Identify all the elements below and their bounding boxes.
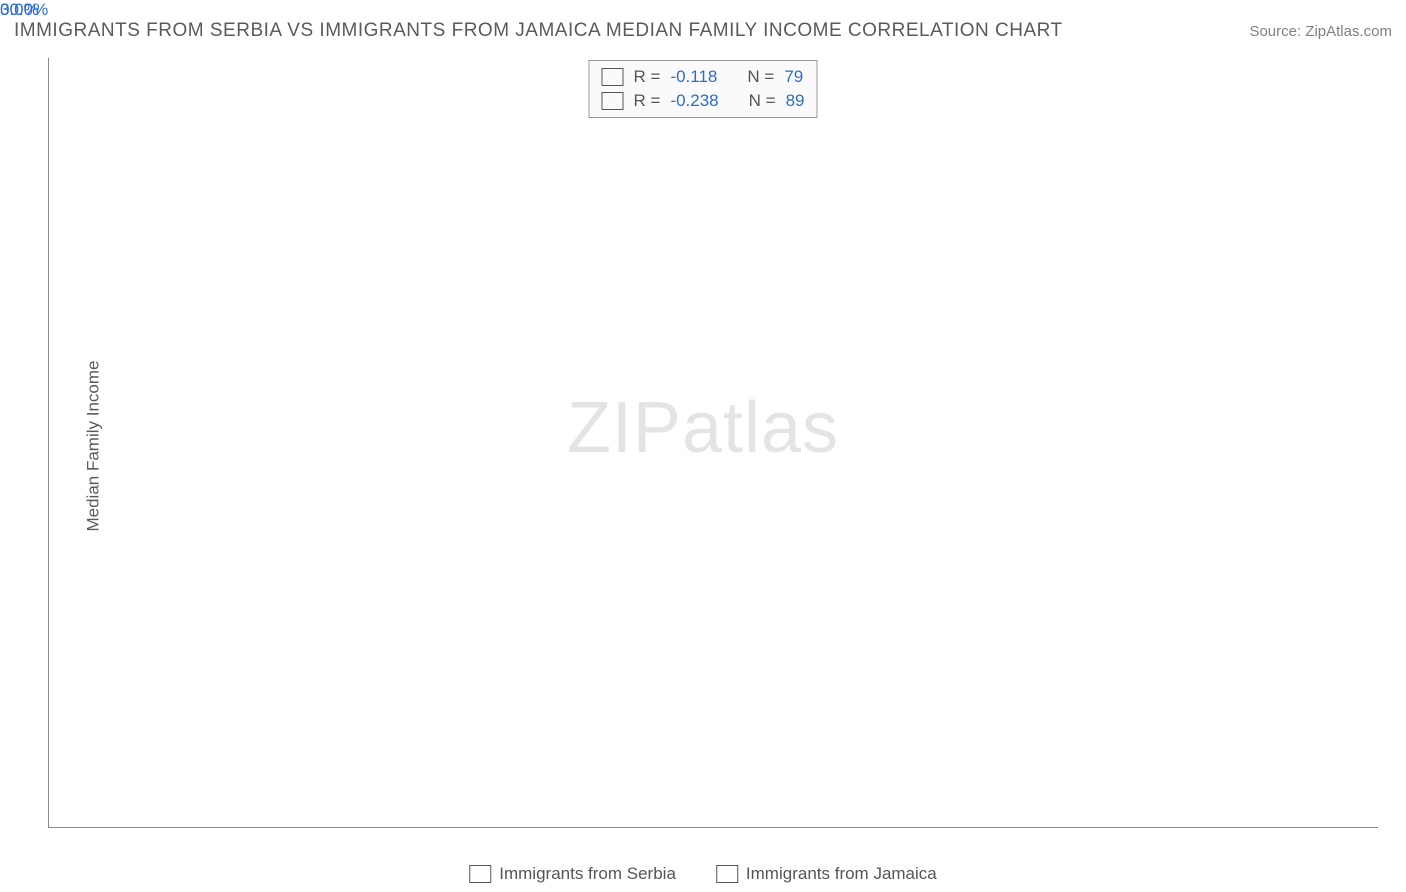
swatch-serbia-icon (469, 865, 491, 883)
legend-row-jamaica: R = -0.238 N = 89 (602, 89, 805, 113)
chart-title: IMMIGRANTS FROM SERBIA VS IMMIGRANTS FRO… (14, 20, 1063, 42)
x-tick-max: 30.0% (0, 0, 48, 20)
legend-row-serbia: R = -0.118 N = 79 (602, 65, 805, 89)
r-value-serbia: -0.118 (670, 67, 717, 87)
swatch-jamaica-icon (602, 92, 624, 110)
series-label-jamaica: Immigrants from Jamaica (746, 864, 937, 884)
series-label-serbia: Immigrants from Serbia (499, 864, 676, 884)
series-legend: Immigrants from Serbia Immigrants from J… (469, 864, 937, 884)
swatch-serbia-icon (602, 68, 624, 86)
legend-item-serbia: Immigrants from Serbia (469, 864, 676, 884)
n-value-jamaica: 89 (786, 91, 805, 111)
correlation-legend: R = -0.118 N = 79 R = -0.238 N = 89 (589, 60, 818, 118)
swatch-jamaica-icon (716, 865, 738, 883)
r-value-jamaica: -0.238 (670, 91, 718, 111)
scatter-svg (49, 58, 1378, 827)
plot-area (48, 58, 1378, 828)
source-label: Source: ZipAtlas.com (1249, 23, 1392, 40)
n-value-serbia: 79 (784, 67, 803, 87)
legend-item-jamaica: Immigrants from Jamaica (716, 864, 937, 884)
